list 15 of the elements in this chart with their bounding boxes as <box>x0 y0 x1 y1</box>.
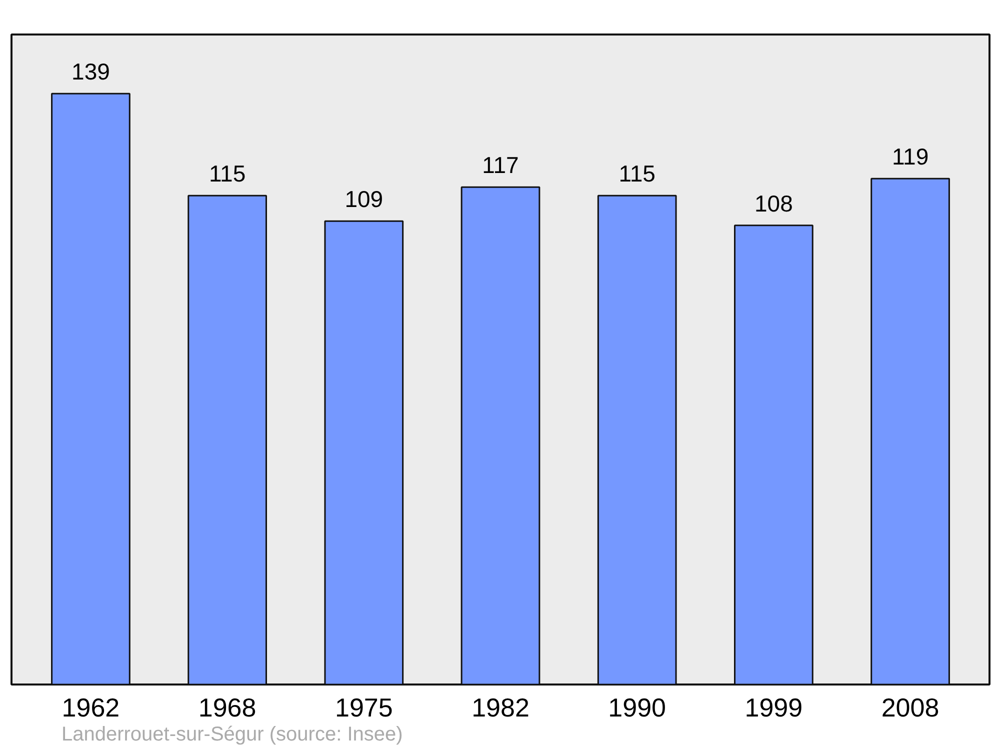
data-label: 109 <box>344 186 384 212</box>
data-label: 115 <box>208 160 246 187</box>
text: Landerrouet-sur-Ségur (source: Insee) <box>62 724 403 746</box>
data-label: 117 <box>482 152 519 178</box>
x-tick-label: 1982 <box>472 692 530 722</box>
x-tick-label: 1999 <box>744 692 803 722</box>
data-label: 108 <box>754 190 793 216</box>
x-tick-label: 1962 <box>62 692 120 722</box>
data-label: 119 <box>892 144 929 170</box>
data-label: 115 <box>618 160 656 187</box>
x-tick-label: 1968 <box>198 692 256 722</box>
x-tick-label: 1990 <box>608 692 666 722</box>
x-tick-label: 2008 <box>881 692 940 722</box>
x-tick-label: 1975 <box>334 692 393 722</box>
data-label: 139 <box>72 58 110 85</box>
